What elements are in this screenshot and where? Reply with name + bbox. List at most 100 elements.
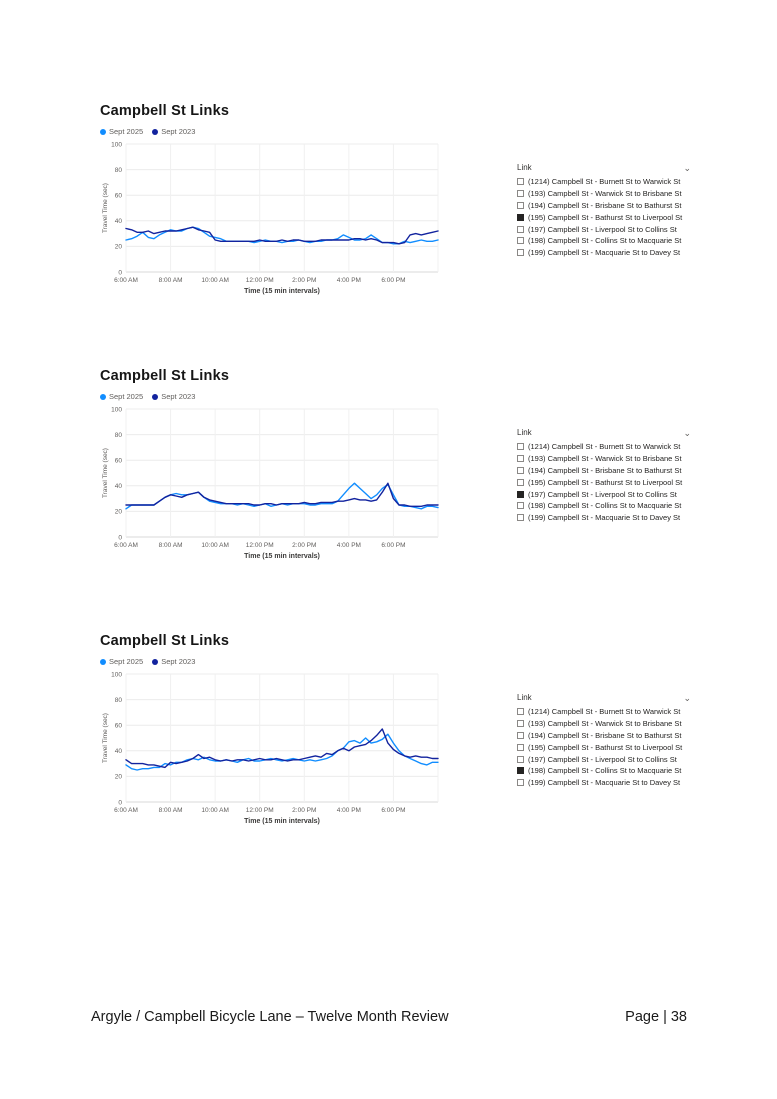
slicer-item-label: (193) Campbell St - Warwick St to Brisba…: [528, 189, 682, 199]
slicer-item[interactable]: (199) Campbell St - Macquarie St to Dave…: [517, 247, 693, 259]
x-axis-title: Time (15 min intervals): [244, 818, 320, 825]
checkbox-icon[interactable]: [517, 731, 524, 739]
x-tick-label: 12:00 PM: [246, 277, 274, 284]
slicer-item[interactable]: (199) Campbell St - Macquarie St to Dave…: [517, 512, 693, 524]
checkbox-icon[interactable]: [517, 708, 524, 716]
checkbox-icon[interactable]: [517, 225, 524, 233]
y-tick-label: 80: [115, 697, 123, 704]
slicer-item-label: (194) Campbell St - Brisbane St to Bathu…: [528, 465, 682, 475]
x-tick-label: 6:00 PM: [381, 277, 405, 284]
slicer-item-label: (198) Campbell St - Collins St to Macqua…: [528, 766, 682, 776]
slicer-item[interactable]: (194) Campbell St - Brisbane St to Bathu…: [517, 465, 693, 477]
slicer-item[interactable]: (193) Campbell St - Warwick St to Brisba…: [517, 718, 693, 730]
x-tick-label: 8:00 AM: [159, 277, 183, 284]
checkbox-icon[interactable]: [517, 478, 524, 486]
legend-item-sept-2023: Sept 2023: [152, 392, 195, 401]
line-chart-canvas: 0 20 40 60 80 100 6:00 AM 8:00 AM 10:00 AM 12:00 …: [100, 668, 446, 832]
x-tick-label: 6:00 AM: [114, 807, 138, 814]
slicer-item[interactable]: (1214) Campbell St - Burnett St to Warwi…: [517, 176, 693, 188]
chart-title: Campbell St Links: [100, 368, 230, 384]
chart-block-1: Campbell St Links Sept 2025 Sept 2023 0 2…: [100, 103, 446, 302]
y-tick-label: 60: [115, 723, 123, 730]
slicer-item-label: (1214) Campbell St - Burnett St to Warwi…: [528, 177, 681, 187]
checkbox-checked-icon[interactable]: [517, 490, 524, 498]
checkbox-icon[interactable]: [517, 466, 524, 474]
slicer-items: (1214) Campbell St - Burnett St to Warwi…: [517, 441, 693, 524]
y-tick-label: 0: [118, 269, 122, 276]
checkbox-icon[interactable]: [517, 249, 524, 257]
slicer-item[interactable]: (198) Campbell St - Collins St to Macqua…: [517, 500, 693, 512]
slicer-item-label: (193) Campbell St - Warwick St to Brisba…: [528, 454, 682, 464]
slicer-item[interactable]: (1214) Campbell St - Burnett St to Warwi…: [517, 441, 693, 453]
checkbox-icon[interactable]: [517, 514, 524, 522]
checkbox-icon[interactable]: [517, 178, 524, 186]
slicer-header: Link ⌄: [517, 163, 693, 172]
checkbox-icon[interactable]: [517, 201, 524, 209]
line-chart: 0 20 40 60 80 100 6:00 AM 8:00 AM 10:00 AM 12:00 …: [102, 141, 439, 295]
y-tick-label: 20: [115, 774, 123, 781]
slicer-header: Link ⌄: [517, 693, 693, 702]
slicer-item-label: (195) Campbell St - Bathurst St to Liver…: [528, 212, 683, 222]
x-tick-label: 4:00 PM: [337, 807, 361, 814]
slicer-header: Link ⌄: [517, 428, 693, 437]
chevron-down-icon[interactable]: ⌄: [683, 427, 691, 438]
chevron-down-icon[interactable]: ⌄: [683, 692, 691, 703]
checkbox-icon[interactable]: [517, 755, 524, 763]
slicer-item[interactable]: (193) Campbell St - Warwick St to Brisba…: [517, 188, 693, 200]
slicer-item-label: (193) Campbell St - Warwick St to Brisba…: [528, 719, 682, 729]
slicer-item[interactable]: (195) Campbell St - Bathurst St to Liver…: [517, 476, 693, 488]
y-tick-label: 60: [115, 458, 123, 465]
checkbox-icon[interactable]: [517, 237, 524, 245]
x-tick-label: 4:00 PM: [337, 542, 361, 549]
slicer-item[interactable]: (194) Campbell St - Brisbane St to Bathu…: [517, 730, 693, 742]
y-tick-label: 40: [115, 218, 123, 225]
series-line-sept-2025: [125, 482, 439, 510]
checkbox-icon[interactable]: [517, 743, 524, 751]
slicer-item-label: (197) Campbell St - Liverpool St to Coll…: [528, 754, 677, 764]
slicer-item-label: (199) Campbell St - Macquarie St to Dave…: [528, 778, 681, 788]
slicer-item-label: (199) Campbell St - Macquarie St to Dave…: [528, 248, 681, 258]
footer-page-number: Page | 38: [625, 1009, 687, 1025]
legend-dot-icon: [100, 393, 106, 400]
slicer-item[interactable]: (199) Campbell St - Macquarie St to Dave…: [517, 777, 693, 789]
legend-item-sept-2023: Sept 2023: [152, 127, 195, 136]
y-tick-label: 0: [118, 534, 122, 541]
checkbox-checked-icon[interactable]: [517, 213, 524, 221]
slicer-item[interactable]: (198) Campbell St - Collins St to Macqua…: [517, 235, 693, 247]
chart-title: Campbell St Links: [100, 103, 230, 119]
checkbox-icon[interactable]: [517, 443, 524, 451]
chart-block-2: Campbell St Links Sept 2025 Sept 2023 0 2…: [100, 368, 446, 567]
checkbox-icon[interactable]: [517, 190, 524, 198]
slicer-item-label: (197) Campbell St - Liverpool St to Coll…: [528, 489, 677, 499]
y-tick-label: 80: [115, 167, 123, 174]
x-tick-label: 2:00 PM: [292, 807, 316, 814]
slicer-header-label: Link: [517, 693, 532, 702]
slicer-item[interactable]: (195) Campbell St - Bathurst St to Liver…: [517, 211, 693, 223]
x-tick-label: 8:00 AM: [159, 807, 183, 814]
slicer-item[interactable]: (195) Campbell St - Bathurst St to Liver…: [517, 741, 693, 753]
link-slicer-1: Link ⌄ (1214) Campbell St - Burnett St t…: [517, 163, 693, 259]
x-tick-label: 12:00 PM: [246, 807, 274, 814]
checkbox-checked-icon[interactable]: [517, 767, 524, 775]
slicer-item[interactable]: (197) Campbell St - Liverpool St to Coll…: [517, 223, 693, 235]
y-axis-title: Travel Time (sec): [102, 713, 109, 763]
slicer-item[interactable]: (1214) Campbell St - Burnett St to Warwi…: [517, 706, 693, 718]
slicer-item[interactable]: (194) Campbell St - Brisbane St to Bathu…: [517, 200, 693, 212]
slicer-item[interactable]: (193) Campbell St - Warwick St to Brisba…: [517, 453, 693, 465]
legend-label: Sept 2023: [161, 657, 196, 666]
checkbox-icon[interactable]: [517, 720, 524, 728]
y-axis-title: Travel Time (sec): [102, 183, 109, 233]
checkbox-icon[interactable]: [517, 779, 524, 787]
x-tick-label: 2:00 PM: [292, 277, 316, 284]
slicer-item-label: (194) Campbell St - Brisbane St to Bathu…: [528, 200, 682, 210]
x-tick-label: 4:00 PM: [337, 277, 361, 284]
y-tick-label: 20: [115, 509, 123, 516]
slicer-item[interactable]: (197) Campbell St - Liverpool St to Coll…: [517, 488, 693, 500]
chevron-down-icon[interactable]: ⌄: [683, 162, 691, 173]
checkbox-icon[interactable]: [517, 455, 524, 463]
y-tick-label: 100: [111, 141, 122, 148]
slicer-item[interactable]: (198) Campbell St - Collins St to Macqua…: [517, 765, 693, 777]
checkbox-icon[interactable]: [517, 502, 524, 510]
slicer-item[interactable]: (197) Campbell St - Liverpool St to Coll…: [517, 753, 693, 765]
x-tick-label: 6:00 PM: [381, 807, 405, 814]
